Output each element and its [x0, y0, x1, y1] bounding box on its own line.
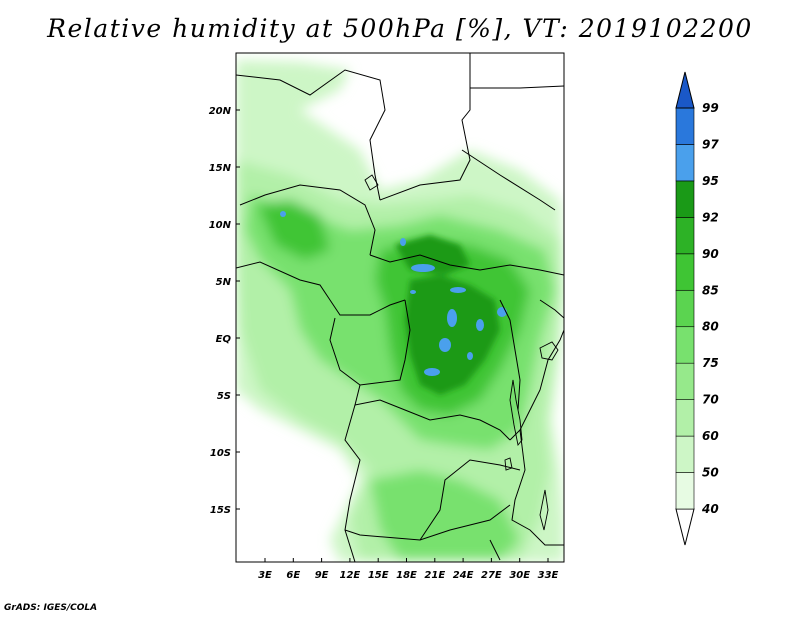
lon-tick-label: 24E [453, 570, 474, 581]
lon-tick-label: 15E [368, 570, 389, 581]
lat-tick-label: 15S [210, 505, 231, 516]
colorbar-bin [675, 107, 695, 145]
humidity-zone-90-nw [258, 200, 330, 260]
colorbar-bin [675, 180, 695, 218]
colorbar-label: 50 [702, 466, 719, 480]
colorbar-label: 80 [702, 320, 719, 334]
lat-tick-label: 10S [210, 448, 231, 459]
lake-tanganyika [509, 379, 523, 447]
lake-mweru [504, 457, 513, 471]
colorbar-label: 75 [702, 356, 719, 370]
colorbar-label: 97 [702, 137, 719, 151]
lat-tick-label: 5S [217, 391, 231, 402]
longitude-ticks: 3E 6E 9E 12E 15E 18E 21E 24E 27E 30E 33E [258, 558, 559, 581]
lat-tick-label: 20N [209, 106, 232, 117]
lat-tick-label: 5N [216, 277, 232, 288]
grads-credit: GrADS: IGES/COLA [4, 603, 98, 613]
colorbar-label: 99 [702, 101, 719, 115]
humidity-zone-80-south [370, 470, 520, 560]
colorbar-bin [675, 472, 695, 510]
colorbar-bin [675, 289, 695, 328]
colorbar-bin [675, 435, 695, 473]
colorbar: 40 50 60 70 75 80 85 90 92 95 97 99 [675, 71, 719, 546]
lon-tick-label: 30E [509, 570, 530, 581]
lakes [364, 174, 559, 531]
colorbar-low-triangle [675, 508, 695, 546]
country-borders [236, 53, 564, 562]
map-frame [235, 52, 565, 563]
humidity-field [236, 60, 564, 562]
colorbar-bin [675, 253, 695, 291]
colorbar-label: 40 [701, 502, 719, 516]
lat-tick-label: 15N [209, 163, 232, 174]
humidity-zone-97 [280, 211, 507, 376]
lake-malawi [539, 489, 549, 531]
colorbar-label: 95 [702, 174, 719, 188]
colorbar-high-triangle [675, 71, 695, 109]
latitude-ticks: 20N 15N 10N 5N EQ 5S 10S 15S [209, 106, 240, 516]
lon-tick-label: 12E [340, 570, 361, 581]
colorbar-label: 70 [702, 393, 719, 407]
lat-tick-label: EQ [216, 334, 232, 345]
colorbar-label: 60 [702, 429, 719, 443]
colorbar-label: 85 [702, 283, 719, 297]
lon-tick-label: 6E [286, 570, 300, 581]
map-title: Relative humidity at 500hPa [%], VT: 201… [47, 14, 753, 43]
lake-chad [364, 174, 379, 191]
lon-tick-label: 27E [481, 570, 502, 581]
colorbar-bin [675, 144, 695, 182]
colorbar-bin [675, 362, 695, 400]
lon-tick-label: 33E [538, 570, 559, 581]
colorbar-bin [675, 217, 695, 255]
lat-tick-label: 10N [209, 220, 232, 231]
lon-tick-label: 18E [396, 570, 417, 581]
colorbar-label: 90 [702, 247, 719, 261]
humidity-zone-95 [405, 275, 500, 395]
colorbar-bin [675, 399, 695, 437]
lon-tick-label: 21E [424, 570, 445, 581]
lake-victoria [539, 341, 559, 361]
lon-tick-label: 9E [315, 570, 329, 581]
lon-tick-label: 3E [258, 570, 272, 581]
colorbar-bin [675, 326, 695, 364]
colorbar-label: 92 [702, 210, 719, 224]
